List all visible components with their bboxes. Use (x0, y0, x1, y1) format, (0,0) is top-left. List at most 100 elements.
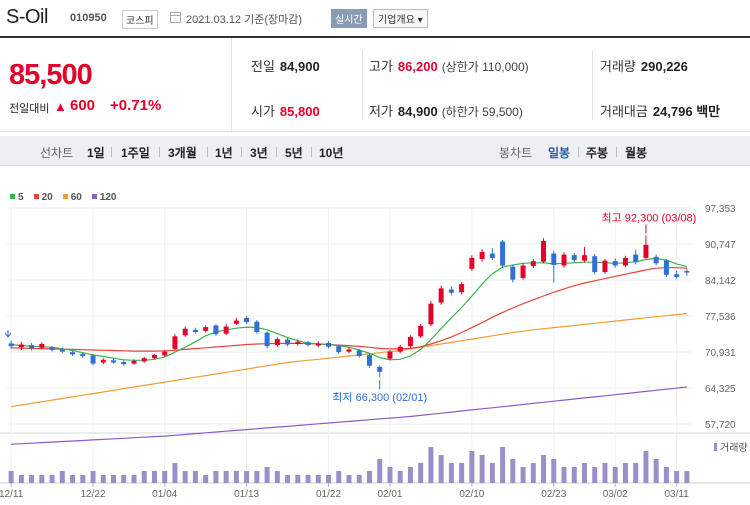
candle-body (8, 343, 14, 347)
volume-bar (407, 467, 413, 483)
tab-weekly[interactable]: 주봉 (586, 146, 609, 160)
volume-bar (551, 459, 557, 483)
open-label: 시가 (251, 104, 275, 119)
x-axis-ticks: 12/11 12/22 01/04 01/13 01/22 02/01 02/10 02/23… (0, 483, 689, 500)
x-tick-label: 03/02 (603, 489, 628, 500)
realtime-button[interactable]: 실시간 (331, 9, 367, 28)
prev-close-value: 84,900 (279, 59, 320, 74)
candle-body (653, 256, 659, 264)
volume-bars: 거래량 (8, 442, 748, 483)
chart-annotations: 최고 92,300 (03/08) 최저 66,300 (02/01) (4, 212, 696, 404)
stock-code: 010950 (70, 12, 107, 24)
candle-body (602, 260, 608, 273)
volume-bar (131, 475, 137, 483)
volume-bar (653, 459, 659, 483)
volume-bar (684, 471, 690, 483)
volume-bar (469, 451, 475, 483)
candle-body (479, 251, 485, 259)
x-tick-label: 03/11 (664, 489, 689, 500)
volume-bar (602, 463, 608, 483)
volume-bar (223, 471, 229, 483)
volume-bar (510, 459, 516, 483)
candle-body (295, 341, 301, 344)
volume-bar (612, 467, 618, 483)
ma120-line (11, 386, 687, 445)
volume-bar (18, 475, 24, 483)
volume-bar (141, 471, 147, 483)
y-tick-label: 64,325 (705, 384, 736, 395)
candles (8, 235, 690, 378)
candle-body (346, 349, 352, 352)
volume-bar (274, 471, 280, 483)
volume-bar (151, 471, 157, 483)
candle-body (581, 255, 587, 261)
tab-1week[interactable]: 1주일 (121, 146, 150, 160)
y-axis-ticks: 97,353 90,747 84,142 77,536 70,931 64,325 57,7… (705, 205, 736, 431)
volume-value: 290,226 (640, 59, 688, 74)
base-datetime: 2021.03.12 기준(장마감) (186, 14, 303, 26)
tab-divider (241, 147, 242, 157)
company-info-dropdown[interactable]: 기업개요 ▾ (373, 9, 428, 28)
chart-grid (0, 207, 750, 484)
legend-ma60: 60 (62, 192, 82, 203)
legend-ma20: 20 (33, 192, 53, 203)
volume-bar (244, 471, 250, 483)
volume-bar (70, 475, 76, 483)
y-tick-label: 70,931 (705, 348, 736, 359)
volume-bar (111, 475, 117, 483)
tab-5year[interactable]: 5년 (285, 146, 303, 160)
candle-body (131, 360, 137, 364)
candle-chart-label: 봉차트 (499, 146, 533, 160)
divider (592, 50, 593, 120)
tab-1day[interactable]: 1일 (87, 146, 105, 160)
tab-divider (311, 147, 312, 157)
candle-body (643, 244, 649, 258)
volume-label: 거래량 (720, 442, 748, 454)
candlestick-chart[interactable]: 97,353 90,747 84,142 77,536 70,931 64,325 57,7… (0, 205, 750, 505)
candle-body (592, 256, 598, 273)
candle-body (674, 274, 680, 277)
volume-bar (29, 475, 35, 483)
tab-divider (276, 147, 277, 157)
tab-3year[interactable]: 3년 (250, 146, 268, 160)
calendar-icon (170, 12, 181, 23)
volume-bar (500, 447, 506, 483)
tab-divider (616, 147, 617, 157)
ma20-line (11, 267, 687, 352)
tab-daily[interactable]: 일봉 (548, 146, 571, 160)
legend-ma120: 120 (91, 192, 117, 203)
tab-divider (578, 147, 579, 157)
candle-body (141, 358, 147, 362)
y-tick-label: 77,536 (705, 312, 736, 323)
volume-bar (530, 463, 536, 483)
line-chart-label: 선차트 (40, 146, 74, 160)
volume-bar (39, 475, 45, 483)
lower-limit: (하한가 59,500) (441, 105, 523, 119)
candle-body (233, 320, 239, 324)
volume-bar (489, 463, 495, 483)
candle-body (305, 342, 311, 346)
candle-body (387, 351, 393, 359)
candle-body (489, 253, 495, 258)
candle-body (244, 317, 250, 323)
tab-3month[interactable]: 3개월 (168, 146, 197, 160)
tab-monthly[interactable]: 월봉 (625, 146, 648, 160)
y-tick-label: 57,720 (705, 420, 736, 431)
tab-10year[interactable]: 10년 (319, 146, 344, 160)
volume-label: 거래량 (600, 59, 636, 74)
tab-1year[interactable]: 1년 (215, 146, 233, 160)
legend-ma5: 5 (10, 192, 24, 203)
candle-body (264, 332, 270, 347)
candle-body (80, 353, 86, 356)
prev-close-label: 전일 (251, 59, 275, 74)
stock-header: S-Oil 010950 코스피 2021.03.12 기준(장마감) 실시간 … (0, 0, 750, 36)
x-tick-label: 01/13 (234, 489, 259, 500)
y-tick-label: 90,747 (705, 240, 736, 251)
candle-body (500, 241, 506, 266)
candle-body (274, 339, 280, 346)
low-value: 84,900 (397, 104, 438, 119)
candle-body (18, 344, 24, 348)
y-tick-label: 84,142 (705, 276, 736, 287)
candle-body (100, 359, 106, 363)
candle-body (612, 261, 618, 266)
